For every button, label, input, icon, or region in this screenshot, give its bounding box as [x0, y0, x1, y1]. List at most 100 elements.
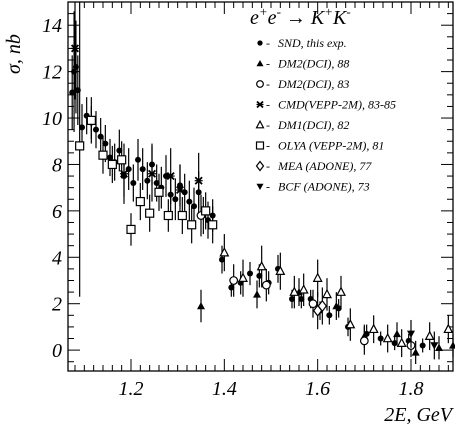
point-marker: [435, 343, 443, 351]
series-5: [75, 2, 218, 297]
y-axis-label: σ, nb: [3, 34, 25, 74]
point-marker: [256, 100, 264, 109]
series-7: [407, 319, 439, 360]
point-marker: [208, 220, 218, 230]
legend-dash: -: [266, 180, 270, 194]
y-tick-label: 10: [42, 108, 62, 130]
point-marker: [177, 210, 187, 221]
point-marker: [256, 183, 264, 190]
point-marker: [86, 115, 96, 125]
legend-entry-label: CMD(VEPP-2M), 83-85: [278, 98, 396, 112]
legend-title-sup: +: [324, 4, 333, 19]
point-marker: [332, 302, 341, 310]
point-marker: [163, 173, 169, 180]
legend: e+e- → K+K-- SND, this exp.- DM2(DCI), 88-…: [250, 4, 396, 194]
point-marker: [312, 272, 323, 282]
series-0: [69, 11, 426, 353]
point-marker: [430, 342, 439, 350]
point-marker: [391, 340, 398, 347]
legend-title-sup: +: [259, 4, 268, 19]
point-marker: [449, 341, 455, 349]
series-4: [219, 234, 454, 358]
point-marker: [298, 296, 305, 303]
point-marker: [163, 210, 173, 221]
point-marker: [238, 272, 248, 282]
point-marker: [126, 224, 136, 235]
y-tick-label: 12: [42, 62, 62, 84]
point-marker: [166, 172, 175, 181]
point-marker: [147, 169, 157, 178]
point-marker: [191, 203, 197, 210]
point-marker: [256, 272, 263, 279]
point-marker: [172, 196, 179, 203]
point-marker: [75, 141, 85, 151]
point-marker: [308, 299, 318, 309]
point-marker: [194, 176, 203, 185]
legend-entry-label: DM2(DCI), 83: [277, 77, 349, 91]
point-marker: [256, 80, 264, 88]
x-tick-label: 1.2: [119, 378, 144, 400]
legend-dash: -: [266, 118, 270, 132]
legend-entry-label: DM1(DCI), 82: [277, 118, 349, 132]
point-marker: [298, 284, 309, 294]
point-marker: [186, 198, 193, 205]
legend-title: e+e- → K+K-: [250, 4, 351, 29]
point-marker: [396, 337, 407, 347]
point-marker: [443, 323, 454, 334]
point-marker: [229, 276, 239, 285]
legend-dash: -: [266, 159, 270, 173]
legend-entry-label: MEA (ADONE), 77: [277, 159, 372, 173]
point-marker: [181, 189, 188, 196]
point-marker: [289, 296, 295, 303]
legend-title-sup: -: [277, 4, 281, 19]
point-marker: [153, 180, 160, 187]
series-2: [196, 194, 416, 358]
x-axis-label: 2E, GeV: [384, 404, 455, 426]
legend-title-part: e: [250, 7, 259, 29]
point-marker: [139, 166, 146, 173]
legend-dash: -: [266, 98, 270, 112]
point-marker: [107, 154, 113, 161]
point-marker: [197, 302, 205, 310]
data-points: [69, 2, 455, 365]
legend-title-part: K: [332, 7, 348, 29]
point-marker: [135, 156, 141, 163]
point-marker: [407, 330, 415, 338]
point-marker: [116, 147, 123, 154]
point-marker: [135, 196, 145, 207]
point-marker: [247, 270, 253, 277]
point-marker: [393, 329, 401, 338]
point-marker: [382, 332, 393, 343]
point-marker: [117, 155, 127, 165]
point-marker: [228, 284, 235, 291]
point-marker: [145, 208, 155, 218]
legend-title-part: e: [268, 7, 277, 29]
y-tick-label: 8: [52, 154, 62, 176]
y-tick-label: 4: [52, 247, 62, 269]
point-marker: [377, 335, 384, 342]
point-marker: [144, 177, 151, 184]
y-tick-label: 6: [52, 201, 62, 223]
point-marker: [322, 288, 332, 299]
point-marker: [253, 290, 261, 298]
point-marker: [411, 348, 420, 356]
point-marker: [317, 299, 328, 313]
point-marker: [201, 206, 211, 216]
point-marker: [424, 330, 435, 340]
point-marker: [102, 140, 109, 147]
point-marker: [79, 124, 85, 131]
legend-entry-label: BCF (ADONE), 73: [278, 180, 370, 194]
point-marker: [175, 185, 185, 195]
point-marker: [368, 323, 379, 334]
x-tick-label: 1.6: [305, 378, 330, 400]
point-marker: [219, 246, 230, 257]
point-marker: [275, 265, 286, 276]
series-6: [312, 287, 328, 330]
series-3: [70, 2, 203, 216]
point-marker: [359, 336, 369, 346]
legend-title-part: → K: [281, 7, 326, 29]
point-marker: [289, 286, 300, 296]
plot-frame: [67, 1, 454, 372]
point-marker: [98, 150, 108, 160]
point-marker: [97, 133, 104, 140]
